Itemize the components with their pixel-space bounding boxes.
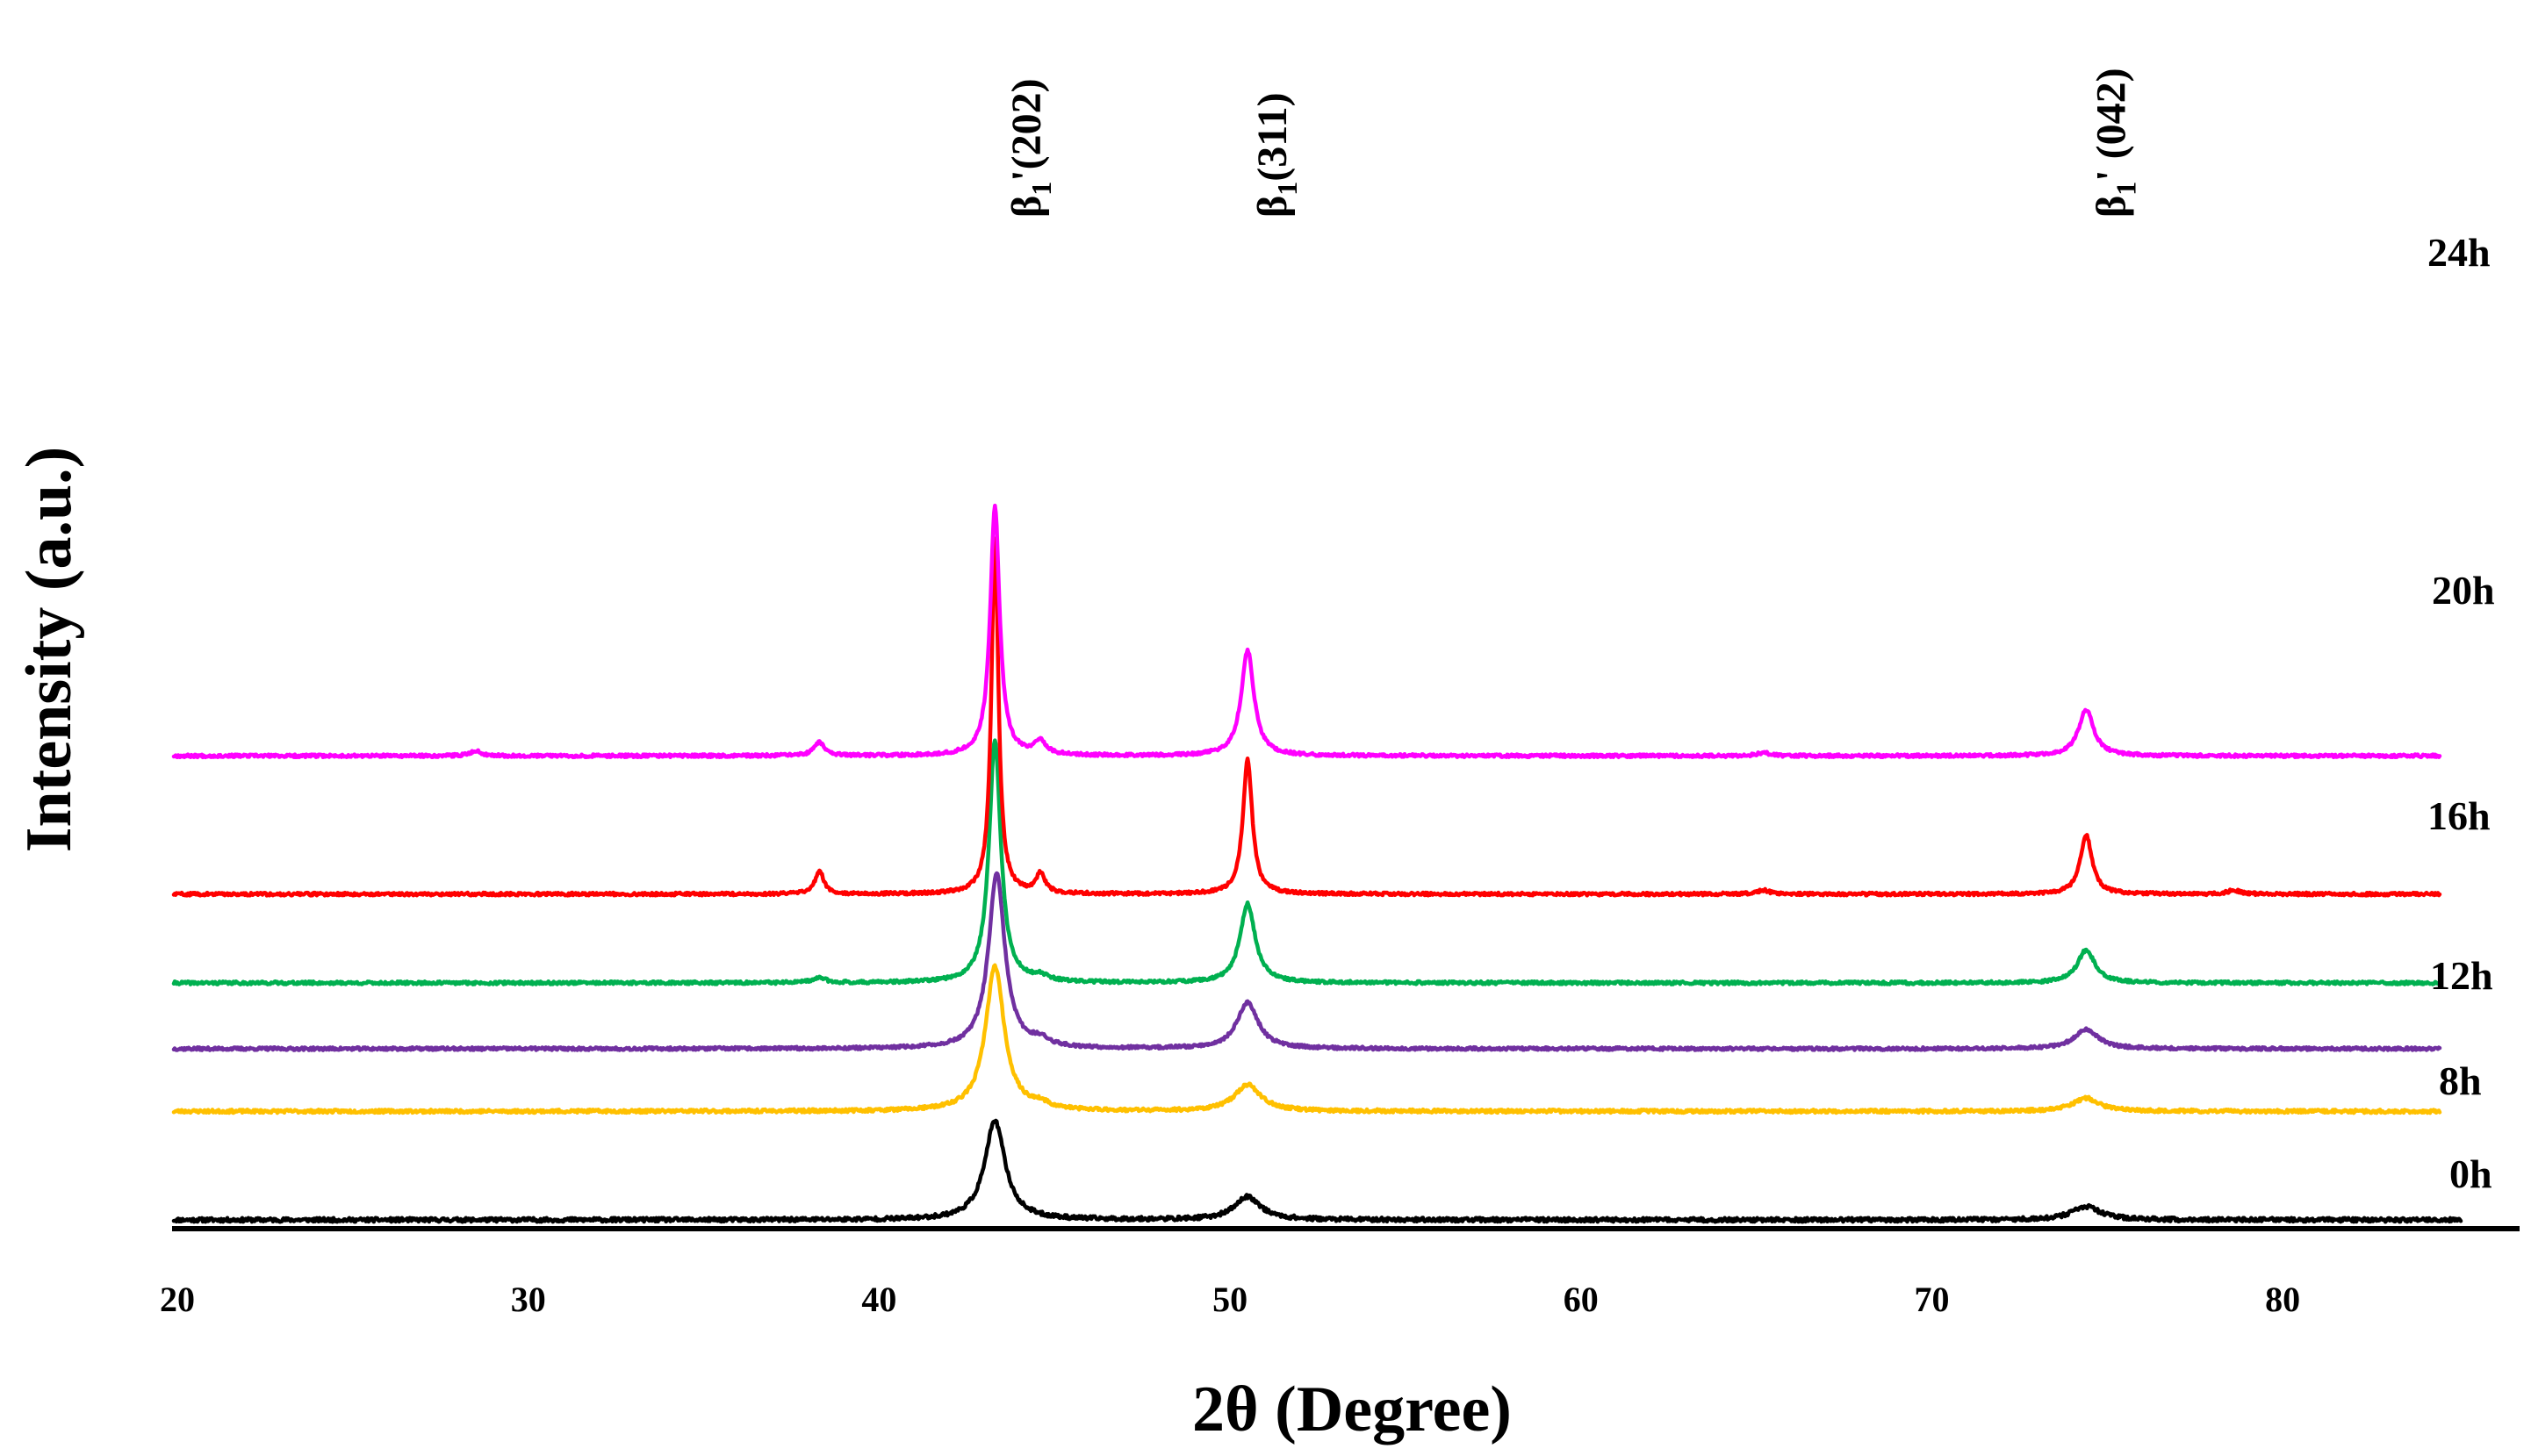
y-axis-title: Intensity (a.u.) (13, 447, 85, 853)
x-tick-label-60: 60 (1564, 1280, 1599, 1319)
series-line-20h (171, 536, 2442, 898)
peak-annotation-2: β1(311) (1249, 92, 1303, 218)
series-label-0h: 0h (2449, 1151, 2492, 1196)
series-line-16h (171, 738, 2442, 986)
series-label-16h: 16h (2427, 793, 2491, 838)
x-tick-label-50: 50 (1212, 1280, 1248, 1319)
x-tick-label-40: 40 (861, 1280, 896, 1319)
series-label-24h: 24h (2427, 230, 2491, 275)
series-line-8h (171, 963, 2442, 1115)
series-label-12h: 12h (2430, 953, 2493, 998)
x-tick-label-20: 20 (160, 1280, 195, 1319)
x-tick-label-70: 70 (1914, 1280, 1949, 1319)
x-tick-label-80: 80 (2265, 1280, 2300, 1319)
series-labels: 0h 8h 12h 16h 20h 24h (2427, 230, 2495, 1196)
series-layer (171, 503, 2463, 1224)
series-line-12h (171, 871, 2442, 1052)
svg-text:β1(311): β1(311) (1249, 92, 1303, 218)
x-axis-title: 2θ (Degree) (1192, 1374, 1512, 1445)
peak-annotation-3: β1' (042) (2088, 68, 2141, 218)
series-label-20h: 20h (2432, 568, 2495, 613)
series-line-24h (171, 503, 2442, 760)
series-label-8h: 8h (2439, 1058, 2482, 1103)
peak-annotations: β1'(202) β1(311) β1' (042) (1003, 68, 2141, 218)
series-line-0h (171, 1118, 2463, 1224)
svg-text:β1'(202): β1'(202) (1003, 78, 1057, 218)
x-tick-labels: 20 30 40 50 60 70 80 (160, 1280, 2300, 1319)
svg-text:β1' (042): β1' (042) (2088, 68, 2141, 218)
peak-annotation-1: β1'(202) (1003, 78, 1057, 218)
x-tick-label-30: 30 (511, 1280, 546, 1319)
